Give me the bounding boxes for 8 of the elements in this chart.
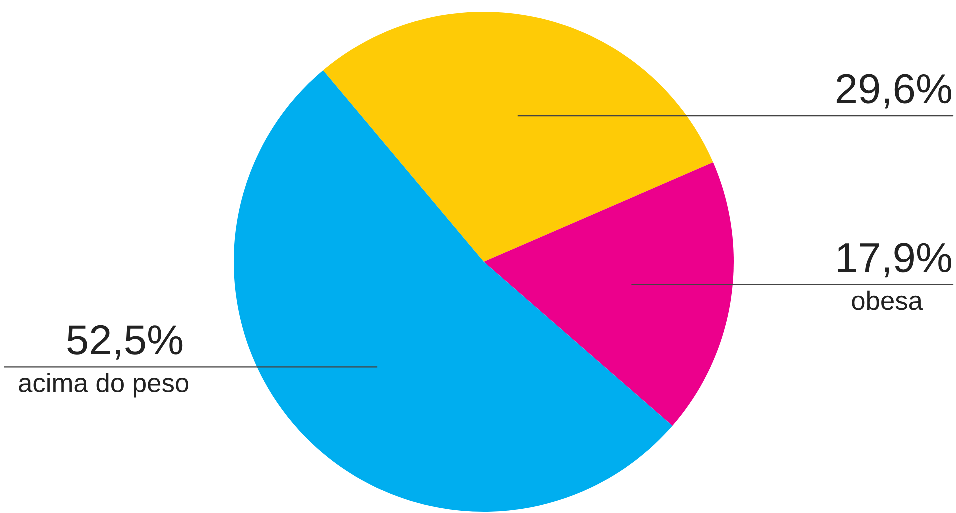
- pie-slice: [484, 162, 734, 426]
- pie-slice: [234, 70, 673, 512]
- data-label: 52,5%: [68, 325, 183, 360]
- data-label: 17,9%: [838, 243, 952, 278]
- slice-label: obesa: [852, 290, 924, 310]
- slice-label: acima do peso: [19, 373, 189, 398]
- data-label: 29,6%: [836, 74, 952, 109]
- pie-slice: [323, 12, 714, 262]
